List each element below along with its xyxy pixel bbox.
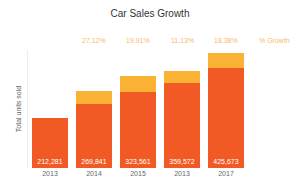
svg-text:18.38%: 18.38%	[214, 37, 238, 44]
svg-text:323,561: 323,561	[125, 158, 150, 165]
svg-text:2015: 2015	[130, 170, 146, 177]
svg-text:% Growth: % Growth	[259, 37, 290, 44]
svg-text:27.12%: 27.12%	[82, 37, 106, 44]
svg-text:2013: 2013	[174, 170, 190, 177]
svg-text:Total units sold: Total units sold	[15, 86, 22, 132]
svg-text:269,841: 269,841	[81, 158, 106, 165]
svg-text:212,281: 212,281	[37, 158, 62, 165]
svg-text:11.13%: 11.13%	[171, 37, 194, 44]
svg-text:2017: 2017	[218, 170, 234, 177]
svg-text:425,673: 425,673	[213, 158, 238, 165]
svg-text:359,572: 359,572	[169, 158, 194, 165]
svg-text:2014: 2014	[86, 170, 102, 177]
svg-text:19.91%: 19.91%	[126, 37, 150, 44]
svg-text:Car Sales Growth: Car Sales Growth	[111, 8, 190, 19]
svg-text:2013: 2013	[42, 170, 58, 177]
